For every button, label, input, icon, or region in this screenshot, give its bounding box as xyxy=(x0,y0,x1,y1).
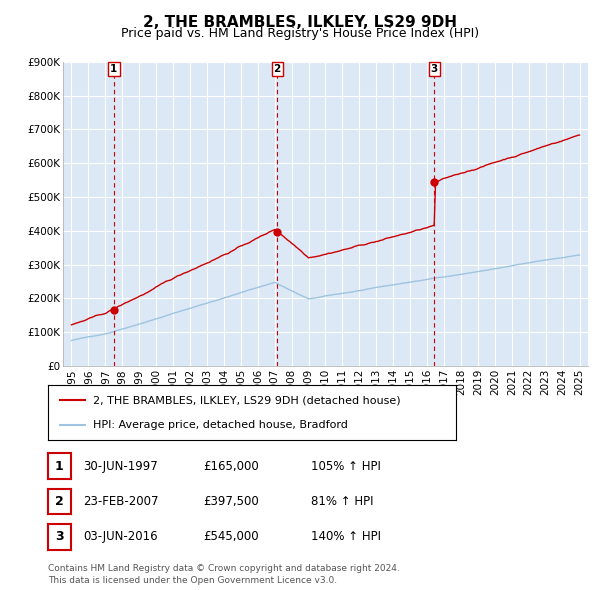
Text: £165,000: £165,000 xyxy=(203,460,259,473)
Text: 105% ↑ HPI: 105% ↑ HPI xyxy=(311,460,380,473)
Text: Price paid vs. HM Land Registry's House Price Index (HPI): Price paid vs. HM Land Registry's House … xyxy=(121,27,479,40)
Text: 23-FEB-2007: 23-FEB-2007 xyxy=(83,495,158,508)
Text: 2: 2 xyxy=(55,495,64,508)
Text: Contains HM Land Registry data © Crown copyright and database right 2024.
This d: Contains HM Land Registry data © Crown c… xyxy=(48,565,400,585)
Text: 3: 3 xyxy=(431,64,438,74)
Text: 30-JUN-1997: 30-JUN-1997 xyxy=(83,460,158,473)
Text: 03-JUN-2016: 03-JUN-2016 xyxy=(83,530,157,543)
Text: HPI: Average price, detached house, Bradford: HPI: Average price, detached house, Brad… xyxy=(93,421,348,431)
Text: £545,000: £545,000 xyxy=(203,530,259,543)
Text: 81% ↑ HPI: 81% ↑ HPI xyxy=(311,495,373,508)
Text: 2, THE BRAMBLES, ILKLEY, LS29 9DH (detached house): 2, THE BRAMBLES, ILKLEY, LS29 9DH (detac… xyxy=(93,395,401,405)
Text: 3: 3 xyxy=(55,530,64,543)
Text: 140% ↑ HPI: 140% ↑ HPI xyxy=(311,530,381,543)
Text: 1: 1 xyxy=(55,460,64,473)
Text: 2: 2 xyxy=(274,64,281,74)
Text: £397,500: £397,500 xyxy=(203,495,259,508)
Text: 2, THE BRAMBLES, ILKLEY, LS29 9DH: 2, THE BRAMBLES, ILKLEY, LS29 9DH xyxy=(143,15,457,30)
Text: 1: 1 xyxy=(110,64,118,74)
